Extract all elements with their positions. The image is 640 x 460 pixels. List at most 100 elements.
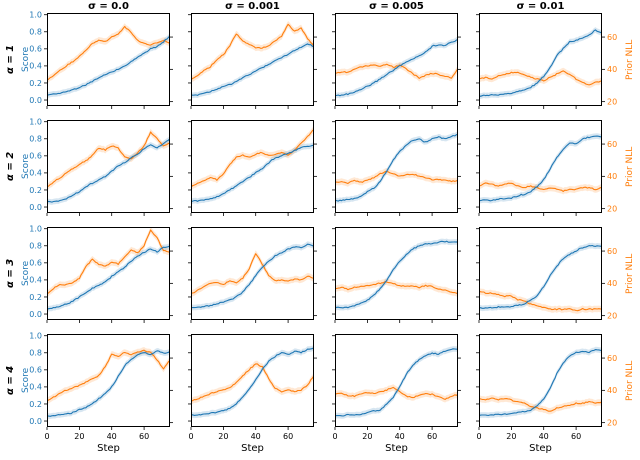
prior-nll-line — [335, 281, 458, 295]
subplot-a2-s005 — [332, 120, 461, 216]
score-tick-label: 0.2 — [29, 186, 42, 195]
axes-spines — [191, 13, 314, 106]
plot-canvas — [188, 227, 317, 323]
score-band — [191, 241, 314, 311]
subplot-a1-s001 — [188, 13, 317, 109]
score-tick-label: 0.0 — [29, 310, 42, 319]
prior-nll-band — [191, 250, 314, 297]
prior-nll-band — [191, 126, 314, 191]
score-line — [335, 133, 458, 202]
subplot-a2-s00: 0.0 0.2 0.4 0.6 0.8 1.0 — [29, 118, 173, 216]
score-tick-label: 1.0 — [29, 225, 42, 234]
axes-spines — [479, 120, 602, 213]
plot-canvas: 0.0 0.2 0.4 0.6 0.8 1.0 — [29, 118, 173, 216]
axes-spines — [335, 334, 458, 427]
score-line — [335, 348, 458, 417]
score-tick-label: 1.0 — [29, 118, 42, 127]
plot-canvas — [188, 13, 317, 109]
x-tick-label: 0 — [476, 432, 481, 441]
subplot-a1-s00: 0.0 0.2 0.4 0.6 0.8 1.0 — [29, 11, 173, 109]
x-tick-label: 60 — [139, 432, 149, 441]
score-tick-label: 1.0 — [29, 332, 42, 341]
score-tick-label: 0.4 — [29, 276, 42, 285]
score-tick-label: 0.8 — [29, 135, 42, 144]
plot-canvas: 0 20 40 60 0.0 0.2 0.4 0.6 0.8 1.0 — [29, 332, 173, 441]
prior-nll-band — [47, 23, 170, 84]
score-line — [191, 243, 314, 309]
subplot-a4-s005: 0 20 40 60 — [332, 334, 461, 441]
score-tick-label: 0.0 — [29, 203, 42, 212]
nll-tick-label: 60 — [607, 33, 617, 42]
axes-spines — [191, 120, 314, 213]
axes-spines — [479, 13, 602, 106]
score-line — [47, 35, 170, 96]
step-axis-label: Step — [241, 443, 264, 454]
score-tick-label: 0.4 — [29, 383, 42, 392]
prior-nll-line — [47, 25, 170, 81]
prior-nll-band — [191, 360, 314, 405]
score-tick-label: 0.6 — [29, 152, 42, 161]
score-tick-label: 0.2 — [29, 400, 42, 409]
score-tick-label: 0.2 — [29, 79, 42, 88]
subplot-a3-s005 — [332, 227, 461, 323]
subplot-title-sigma-0001: σ = 0.001 — [225, 1, 280, 12]
x-tick-label: 40 — [251, 432, 261, 441]
prior-nll-band — [335, 168, 458, 187]
score-line — [479, 244, 602, 309]
prior-nll-band — [47, 128, 170, 190]
x-tick-label: 40 — [107, 432, 117, 441]
prior-nll-line — [47, 349, 170, 402]
row-label-alpha-1: α = 1 — [5, 44, 16, 75]
score-tick-label: 0.2 — [29, 293, 42, 302]
prior-nll-line — [47, 131, 170, 188]
score-tick-label: 0.6 — [29, 45, 42, 54]
nll-tick-label: 40 — [607, 172, 617, 181]
x-tick-label: 0 — [332, 432, 337, 441]
plot-canvas — [188, 120, 317, 216]
score-band — [47, 32, 170, 98]
score-tick-label: 1.0 — [29, 11, 42, 20]
axes-spines — [47, 334, 170, 427]
score-line — [479, 135, 602, 202]
subplot-title-sigma-0: σ = 0.0 — [88, 1, 129, 12]
axes-spines — [47, 13, 170, 106]
score-band — [335, 238, 458, 312]
score-line — [479, 29, 602, 97]
score-band — [335, 346, 458, 419]
prior-nll-line — [191, 363, 314, 402]
plot-canvas — [332, 227, 461, 323]
x-tick-label: 60 — [283, 432, 293, 441]
score-tick-label: 0.4 — [29, 62, 42, 71]
prior-nll-line — [479, 397, 602, 412]
prior-nll-band — [479, 288, 602, 314]
axes-spines — [47, 227, 170, 320]
subplot-a2-s001 — [188, 120, 317, 216]
x-tick-label: 60 — [427, 432, 437, 441]
score-line — [47, 350, 170, 417]
x-tick-label: 20 — [218, 432, 228, 441]
prior-nll-line — [335, 170, 458, 185]
prior-nll-line — [479, 182, 602, 192]
subplot-a1-s01: 20 40 60 — [476, 13, 617, 109]
score-tick-label: 0.8 — [29, 349, 42, 358]
plot-canvas: 20 40 60 — [476, 13, 617, 109]
score-band — [191, 142, 314, 205]
prior-nll-band — [191, 21, 314, 84]
x-tick-label: 0 — [44, 432, 49, 441]
score-tick-label: 0.4 — [29, 169, 42, 178]
prior-nll-band — [47, 227, 170, 298]
nll-tick-label: 20 — [607, 204, 617, 213]
row-label-alpha-2: α = 2 — [5, 151, 16, 182]
subplot-a4-s001: 0 20 40 60 — [188, 334, 317, 441]
subplot-a2-s01: 20 40 60 — [476, 120, 617, 216]
nll-tick-label: 40 — [607, 65, 617, 74]
subplot-a3-s00: 0.0 0.2 0.4 0.6 0.8 1.0 — [29, 225, 173, 323]
prior-nll-axis-label: Prior NLL — [625, 146, 635, 187]
row-label-alpha-3: α = 3 — [5, 258, 16, 289]
score-line — [47, 245, 170, 310]
plot-canvas: 0 20 40 60 — [332, 334, 461, 441]
nll-tick-label: 60 — [607, 354, 617, 363]
prior-nll-band — [335, 61, 458, 82]
score-tick-label: 0.6 — [29, 366, 42, 375]
prior-nll-axis-label: Prior NLL — [625, 39, 635, 80]
